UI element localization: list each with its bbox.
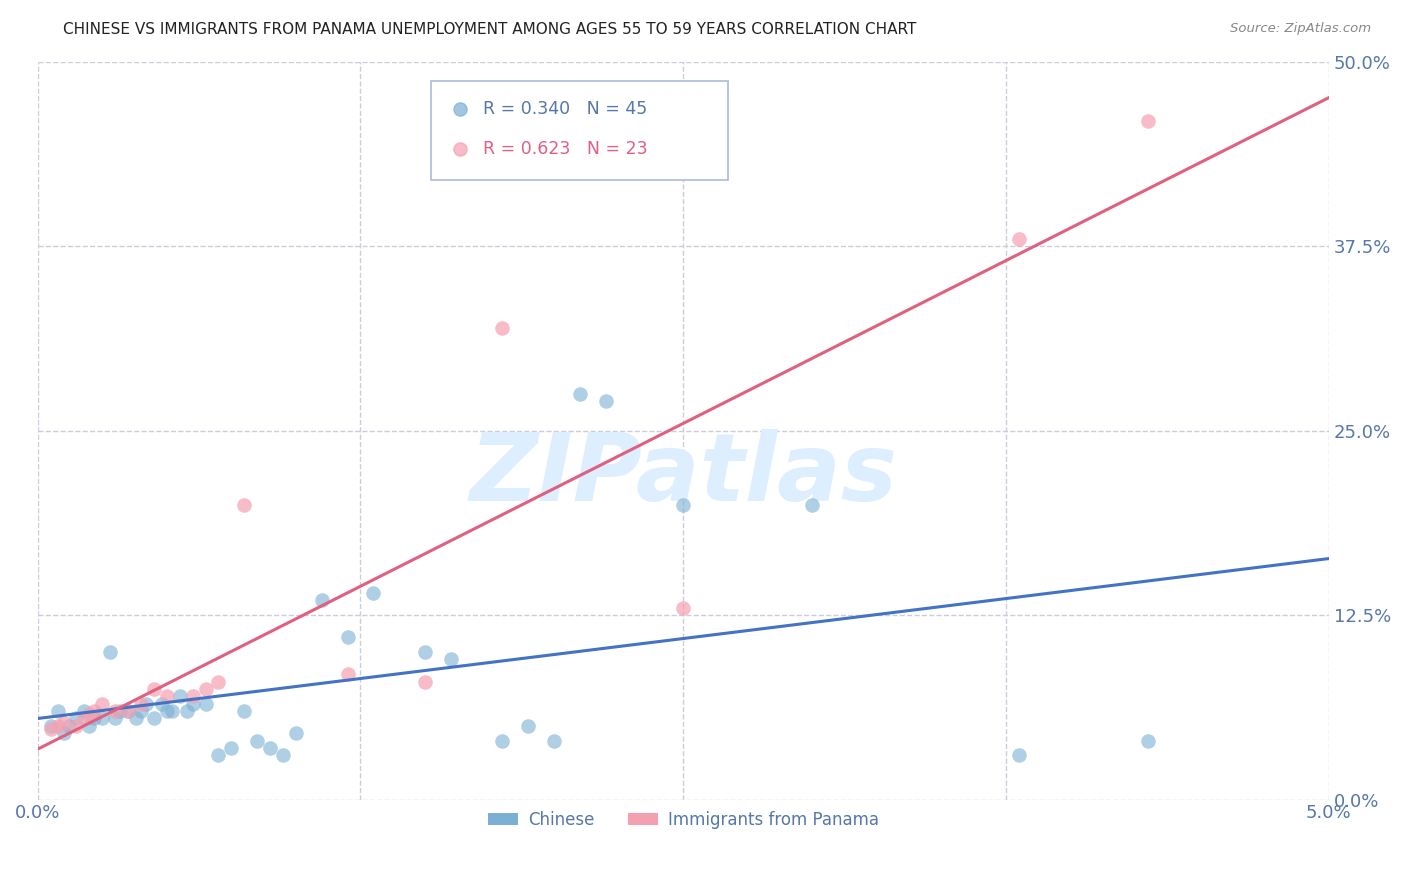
Point — [271, 748, 294, 763]
Point — [83, 704, 105, 718]
Point — [233, 498, 256, 512]
Point — [39, 719, 62, 733]
Point — [194, 697, 217, 711]
Point — [104, 711, 127, 725]
Point — [79, 719, 101, 733]
Point — [246, 733, 269, 747]
Point — [73, 704, 96, 718]
Point — [117, 704, 139, 718]
Point — [156, 690, 179, 704]
Point — [150, 697, 173, 711]
Point — [413, 645, 436, 659]
Point — [104, 704, 127, 718]
Point — [91, 711, 114, 725]
Text: R = 0.623   N = 23: R = 0.623 N = 23 — [484, 140, 648, 158]
Point — [160, 704, 183, 718]
Point — [595, 394, 617, 409]
Point — [1137, 733, 1160, 747]
Point — [672, 498, 695, 512]
Point — [73, 711, 96, 725]
Text: CHINESE VS IMMIGRANTS FROM PANAMA UNEMPLOYMENT AMONG AGES 55 TO 59 YEARS CORRELA: CHINESE VS IMMIGRANTS FROM PANAMA UNEMPL… — [63, 22, 917, 37]
Text: R = 0.340   N = 45: R = 0.340 N = 45 — [484, 100, 647, 118]
Point — [543, 733, 565, 747]
Point — [46, 704, 69, 718]
Point — [1008, 748, 1031, 763]
Point — [440, 652, 463, 666]
Point — [413, 674, 436, 689]
Point — [46, 719, 69, 733]
Point — [83, 711, 105, 725]
Point — [336, 630, 359, 644]
Point — [672, 600, 695, 615]
Point — [491, 320, 513, 334]
Point — [801, 498, 824, 512]
Point — [98, 645, 121, 659]
Point — [129, 697, 152, 711]
Text: Source: ZipAtlas.com: Source: ZipAtlas.com — [1230, 22, 1371, 36]
Point — [517, 719, 540, 733]
Point — [311, 593, 333, 607]
Point — [207, 748, 229, 763]
Point — [568, 387, 591, 401]
Point — [176, 704, 198, 718]
Point — [156, 704, 179, 718]
Point — [221, 740, 243, 755]
Point — [129, 704, 152, 718]
Point — [169, 690, 191, 704]
FancyBboxPatch shape — [432, 80, 728, 180]
Point — [1137, 114, 1160, 128]
Point — [142, 711, 165, 725]
Point — [259, 740, 281, 755]
Point — [79, 706, 101, 721]
Point — [110, 704, 132, 718]
Point — [135, 697, 157, 711]
Text: ZIPatlas: ZIPatlas — [470, 429, 897, 521]
Point — [207, 674, 229, 689]
Point — [1008, 232, 1031, 246]
Point — [39, 722, 62, 736]
Point — [91, 697, 114, 711]
Point — [181, 690, 204, 704]
Point — [52, 726, 75, 740]
Point — [233, 704, 256, 718]
Legend: Chinese, Immigrants from Panama: Chinese, Immigrants from Panama — [481, 804, 886, 836]
Point — [65, 719, 87, 733]
Point — [363, 586, 385, 600]
Point — [491, 733, 513, 747]
Point — [117, 704, 139, 718]
Point — [58, 719, 80, 733]
Point — [336, 667, 359, 681]
Point — [284, 726, 307, 740]
Point — [194, 681, 217, 696]
Point — [181, 697, 204, 711]
Point — [52, 715, 75, 730]
Point — [125, 711, 148, 725]
Point — [65, 711, 87, 725]
Point — [142, 681, 165, 696]
